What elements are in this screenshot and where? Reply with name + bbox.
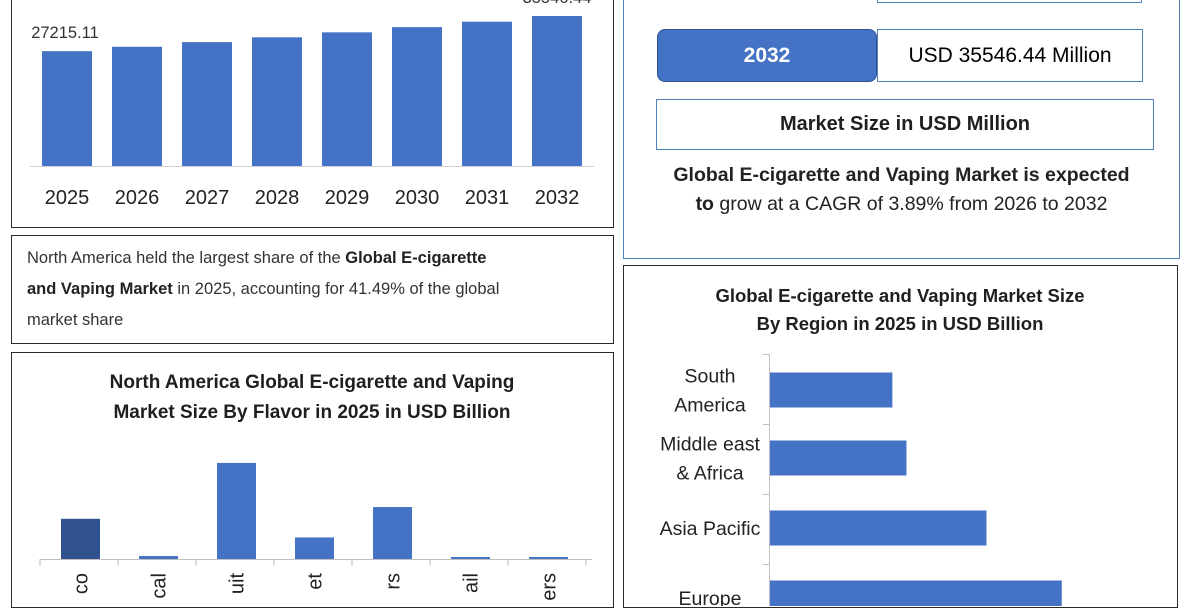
partial-row-value [877,0,1142,3]
flavor-bar-et [295,537,334,559]
region-label-middle-east-africa: Middle east [660,433,760,455]
region-chart-panel: Global E-cigarette and Vaping Market Siz… [623,265,1178,608]
region-bar-asia-pacific [770,510,987,546]
region-bar-chart: South America Middle east & Africa Asia Paci… [660,354,1062,606]
market-tick-2030: 2030 [395,187,440,209]
cagr-rest: grow at a CAGR of 3.89% from 2026 to 203… [713,193,1108,215]
flavor-tick-cal: cal [149,573,171,599]
flavor-tick-uit: uit [227,573,249,595]
cagr-bold-line1: Global E-cigarette and Vaping Market is … [673,164,1130,186]
market-tick-2028: 2028 [255,187,300,209]
market-stats-panel: 2032 USD 35546.44 Million Market Size in… [623,0,1180,259]
region-bar-south-america [770,372,893,408]
market-tick-2032: 2032 [535,187,580,209]
flavor-tick-ail: ail [461,573,483,593]
market-size-chart-panel: 2025 27215.11 2026 2027 2028 2029 2030 2031 2032… [11,0,614,228]
market-tick-2026: 2026 [115,187,160,209]
note-text-part1: North America held the largest share of … [27,249,346,267]
market-tick-2029: 2029 [325,187,370,209]
year-2032-label: 2032 [657,29,877,82]
market-tick-2031: 2031 [465,187,510,209]
market-bar-2026 [112,46,162,167]
market-bar-2025 [42,51,92,166]
market-bar-2027 [182,42,232,166]
cagr-bold-to: to [695,193,714,215]
region-label-europe: Europe [679,588,742,606]
market-tick-2025: 2025 [45,187,90,209]
market-bar-2029 [322,32,372,166]
region-label-asia-pacific: Asia Pacific [660,518,761,540]
region-chart-title: Global E-cigarette and Vaping Market Siz… [624,282,1176,338]
flavor-bar-chart: co cal uit et rs ail ers [39,462,592,601]
flavor-tick-et: et [305,573,327,590]
region-label-south-america: South [685,365,736,387]
region-bar-europe [770,580,1062,606]
flavor-bar-ers [529,557,568,559]
region-label-south-america: America [674,394,746,416]
flavor-tick-rs: rs [383,573,405,590]
market-bar-2028 [252,37,302,167]
flavor-tick-co: co [71,573,93,594]
flavor-bar-co [61,518,100,559]
note-bold-part1: Global E-cigarette [345,249,487,267]
flavor-title-line1: North America Global E-cigarette and Vap… [109,372,515,393]
market-tick-2027: 2027 [185,187,230,209]
market-bar-2031 [462,21,512,167]
cagr-statement: Global E-cigarette and Vaping Market is … [644,161,1159,219]
note-bold-part2: and Vaping Market [27,280,173,298]
flavor-chart-panel: North America Global E-cigarette and Vap… [11,352,614,608]
region-title-line1: Global E-cigarette and Vaping Market Siz… [715,285,1085,306]
market-data-label-2025: 27215.11 [31,24,99,42]
market-data-label-2032: 35546.44 [523,0,592,7]
market-size-caption: Market Size in USD Million [656,99,1154,150]
market-bar-2030 [392,27,442,166]
note-text-part2: in 2025, accounting for 41.49% of the gl… [172,280,500,298]
flavor-tick-ers: ers [539,573,561,601]
region-bar-middle-east-africa [770,440,907,476]
market-size-bar-chart: 2025 27215.11 2026 2027 2028 2029 2030 2031 2032… [30,0,594,209]
year-2032-value: USD 35546.44 Million [877,29,1143,82]
flavor-bar-cal [139,556,178,559]
market-bar-2032 [532,16,582,166]
flavor-bar-uit [217,462,256,559]
flavor-bar-rs [373,507,412,559]
flavor-bar-ail [451,557,490,559]
region-title-line2: By Region in 2025 in USD Billion [756,313,1044,334]
flavor-title-line2: Market Size By Flavor in 2025 in USD Bil… [113,402,511,423]
region-label-middle-east-africa: & Africa [676,462,743,484]
north-america-note: North America held the largest share of … [27,243,602,336]
note-text-part3: market share [27,311,124,329]
flavor-chart-title: North America Global E-cigarette and Vap… [12,368,612,428]
north-america-note-panel: North America held the largest share of … [11,235,614,344]
